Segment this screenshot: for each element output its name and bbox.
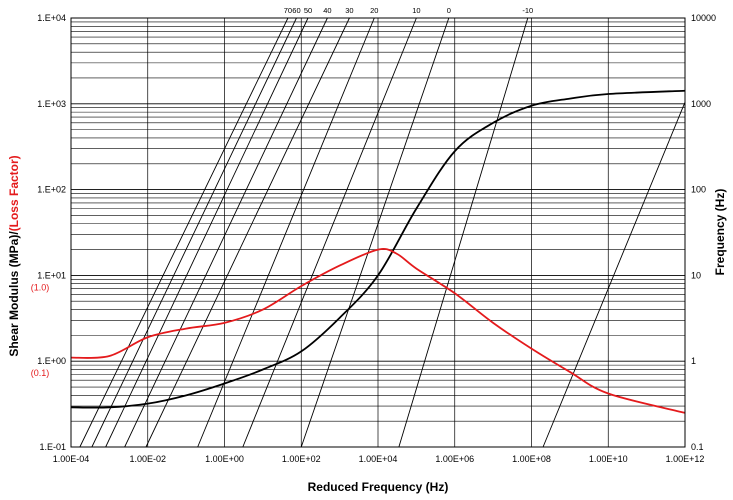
y2-tick-label: 1 bbox=[691, 356, 696, 366]
y2-axis-title: Frequency (Hz) bbox=[713, 189, 727, 276]
series bbox=[70, 89, 686, 414]
grid bbox=[70, 18, 686, 448]
isotherm-label: 10 bbox=[412, 6, 420, 15]
y-tick-label: 1.E+02 bbox=[37, 185, 66, 195]
y-axis-title-loss-factor: (Loss Factor) bbox=[7, 155, 21, 231]
loss-factor-line bbox=[70, 247, 686, 414]
isotherm-line bbox=[398, 17, 529, 448]
x-tick-label: 1.00E+06 bbox=[435, 454, 474, 464]
isotherm-label: 20 bbox=[370, 6, 378, 15]
isotherm-label: 70 bbox=[284, 6, 292, 15]
isotherm-line bbox=[79, 17, 289, 448]
y-axis-title: Shear Modulus (MPa)/(Loss Factor) bbox=[7, 155, 21, 356]
x-tick-label: 1.00E+00 bbox=[205, 454, 244, 464]
y2-tick-label: 10 bbox=[691, 270, 701, 280]
y-tick-label: 1.E+00 bbox=[37, 356, 66, 366]
isotherm-label: -10 bbox=[522, 6, 533, 15]
x-axis-title: Reduced Frequency (Hz) bbox=[308, 480, 449, 494]
isotherm-lines: 70 60 50 40 30 20 10 0 -10 bbox=[79, 6, 686, 448]
loss-factor-tick-label: (0.1) bbox=[31, 368, 50, 378]
y-tick-label: 1.E+04 bbox=[37, 13, 66, 23]
isotherm-line bbox=[242, 17, 417, 448]
x-tick-label: 1.00E-02 bbox=[129, 454, 166, 464]
x-tick-label: 1.00E+12 bbox=[666, 454, 705, 464]
y2-tick-label: 0.1 bbox=[691, 442, 704, 452]
isotherm-line bbox=[91, 17, 297, 448]
tick-labels: 1.00E-04 1.00E-02 1.00E+00 1.00E+02 1.00E+04… bbox=[31, 13, 716, 464]
plot-frame bbox=[70, 17, 686, 448]
isotherm-line bbox=[300, 17, 450, 448]
shear-modulus-line bbox=[70, 89, 686, 409]
isotherm-label: 50 bbox=[304, 6, 312, 15]
x-tick-label: 1.00E+02 bbox=[282, 454, 321, 464]
y-tick-label: 1.E+03 bbox=[37, 99, 66, 109]
y2-tick-label: 1000 bbox=[691, 99, 711, 109]
isotherm-label: 0 bbox=[447, 6, 451, 15]
y2-tick-label: 100 bbox=[691, 185, 706, 195]
y-tick-label: 1.E+01 bbox=[37, 270, 66, 280]
x-tick-label: 1.00E+10 bbox=[589, 454, 628, 464]
y2-tick-label: 10000 bbox=[691, 13, 716, 23]
x-tick-label: 1.00E+04 bbox=[359, 454, 398, 464]
isotherm-line bbox=[197, 17, 375, 448]
isotherm-line bbox=[124, 17, 328, 448]
isotherm-line bbox=[105, 17, 309, 448]
isotherm-label: 40 bbox=[323, 6, 331, 15]
x-tick-label: 1.00E-04 bbox=[53, 454, 90, 464]
isotherm-line bbox=[542, 102, 686, 448]
isotherm-label: 60 bbox=[292, 6, 300, 15]
loss-factor-tick-label: (1.0) bbox=[31, 282, 50, 292]
y-axis-title-modulus: Shear Modulus (MPa)/ bbox=[7, 231, 21, 357]
x-tick-label: 1.00E+08 bbox=[512, 454, 551, 464]
y-tick-label: 1.E-01 bbox=[39, 442, 66, 452]
isotherm-line bbox=[145, 17, 350, 448]
isotherm-label: 30 bbox=[345, 6, 353, 15]
